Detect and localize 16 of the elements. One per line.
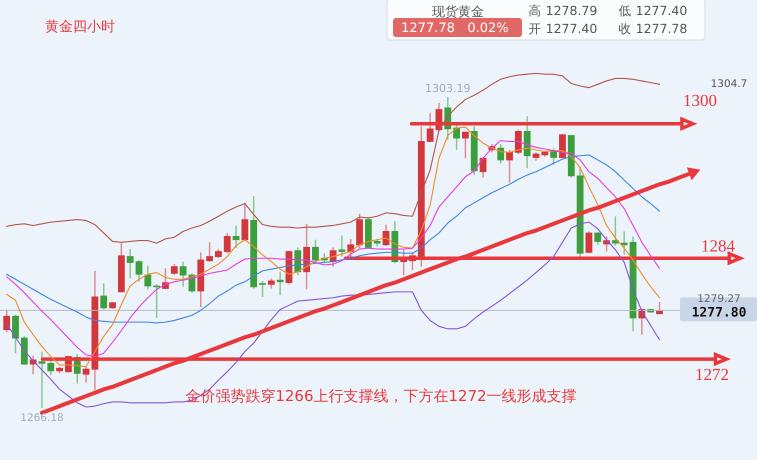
ref-line-label: 1272 xyxy=(695,365,729,384)
chart-title: 黄金四小时 xyxy=(45,19,115,35)
text: 0.02% xyxy=(467,21,509,36)
annotation: 1279.27 xyxy=(697,293,741,305)
text: 1277.78 xyxy=(401,21,455,36)
text: 开 1277.40 xyxy=(528,21,598,36)
annotation: 1303.19 xyxy=(425,82,471,95)
ref-line-label: 1277.80 xyxy=(692,305,747,320)
annotation: 1266.18 xyxy=(20,412,64,424)
text: 1304.7 xyxy=(710,78,748,90)
ref-line-label: 1284 xyxy=(701,236,736,256)
text: 收 1277.78 xyxy=(618,21,688,36)
text: 现货黄金 xyxy=(432,5,484,20)
text: 高 1278.79 xyxy=(528,3,598,18)
ref-line-label: 1300 xyxy=(683,90,717,110)
text: 低 1277.40 xyxy=(618,3,688,18)
